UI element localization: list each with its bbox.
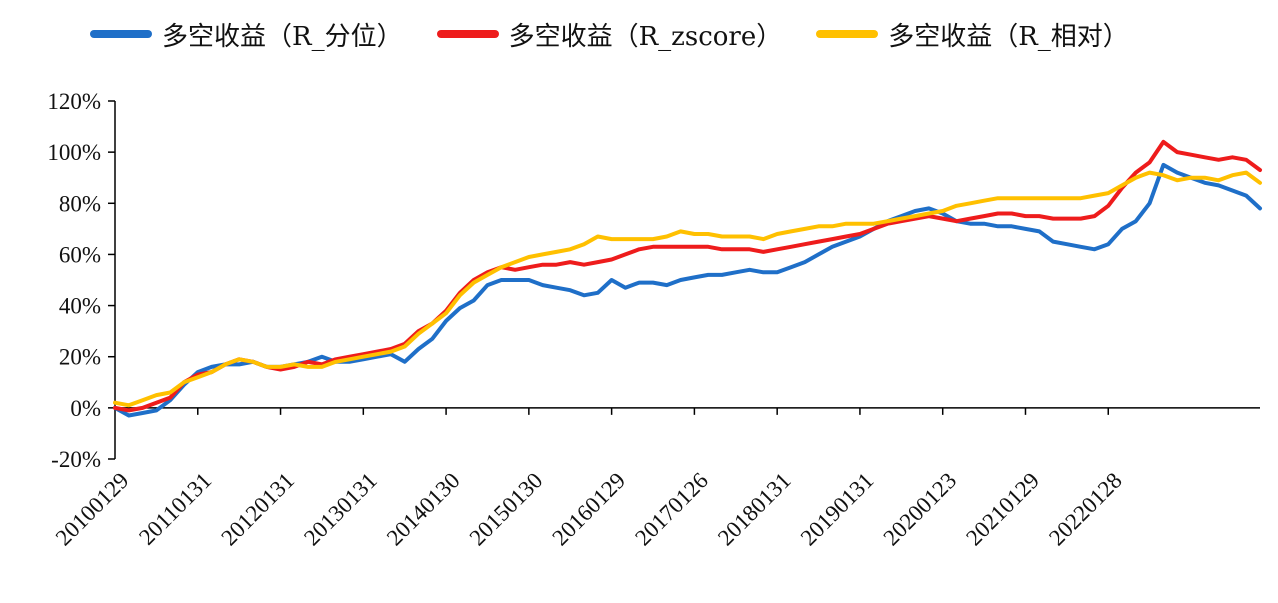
x-tick-label: 20210129	[961, 468, 1044, 551]
x-tick-label: 20100129	[51, 468, 134, 551]
x-tick-label: 20110131	[134, 468, 216, 550]
legend-label-quantile: 多空收益（R_分位）	[162, 21, 403, 52]
x-tick-label: 20170126	[630, 468, 713, 551]
y-tick-label: 120%	[47, 89, 101, 114]
x-tick-label: 20200123	[879, 468, 962, 551]
x-tick-label: 20180131	[713, 468, 796, 551]
x-tick-label: 20140130	[382, 468, 465, 551]
x-tick-label: 20220128	[1044, 468, 1127, 551]
y-tick-label: 60%	[59, 242, 101, 267]
y-tick-label: 40%	[59, 294, 101, 319]
y-tick-label: -20%	[51, 447, 101, 472]
legend: 多空收益（R_分位） 多空收益（R_zscore） 多空收益（R_相对）	[90, 14, 1129, 54]
series-line-relative	[113, 170, 1262, 408]
x-tick-label: 20130131	[299, 468, 382, 551]
y-tick-label: 100%	[47, 140, 101, 165]
series-line-zscore	[113, 139, 1262, 413]
legend-swatch-zscore	[436, 30, 499, 38]
legend-item-relative: 多空收益（R_相对）	[816, 16, 1129, 53]
legend-item-quantile: 多空收益（R_分位）	[90, 16, 403, 53]
x-tick-label: 20150130	[465, 468, 548, 551]
legend-swatch-relative	[816, 30, 879, 38]
legend-label-zscore: 多空收益（R_zscore）	[508, 21, 783, 52]
x-tick-label: 20120131	[216, 468, 299, 551]
y-tick-label: 20%	[59, 345, 101, 370]
series-line-quantile	[113, 162, 1262, 418]
legend-item-zscore: 多空收益（R_zscore）	[436, 16, 783, 53]
legend-label-relative: 多空收益（R_相对）	[888, 21, 1129, 52]
x-tick-label: 20160129	[547, 468, 630, 551]
x-tick-label: 20190131	[796, 468, 879, 551]
y-tick-label: 80%	[59, 191, 101, 216]
legend-swatch-quantile	[90, 30, 152, 38]
y-tick-label: 0%	[70, 396, 101, 421]
